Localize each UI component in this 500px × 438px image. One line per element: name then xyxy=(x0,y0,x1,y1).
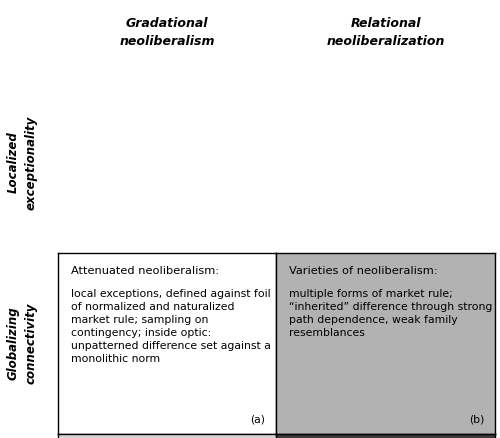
Text: (b): (b) xyxy=(468,415,484,424)
Text: local exceptions, defined against foil
of normalized and naturalized
market rule: local exceptions, defined against foil o… xyxy=(70,289,270,364)
Text: multiple forms of market rule;
“inherited” difference through strong
path depend: multiple forms of market rule; “inherite… xyxy=(290,289,493,338)
Text: Attenuated neoliberalism:: Attenuated neoliberalism: xyxy=(70,265,219,276)
Text: Gradational
neoliberalism: Gradational neoliberalism xyxy=(119,17,214,48)
Text: Localized
exceptionality: Localized exceptionality xyxy=(6,116,38,210)
Text: Varieties of neoliberalism:: Varieties of neoliberalism: xyxy=(290,265,438,276)
Text: Relational
neoliberalization: Relational neoliberalization xyxy=(326,17,445,48)
Text: (a): (a) xyxy=(250,415,266,424)
Text: Globalizing
connectivity: Globalizing connectivity xyxy=(6,303,38,384)
